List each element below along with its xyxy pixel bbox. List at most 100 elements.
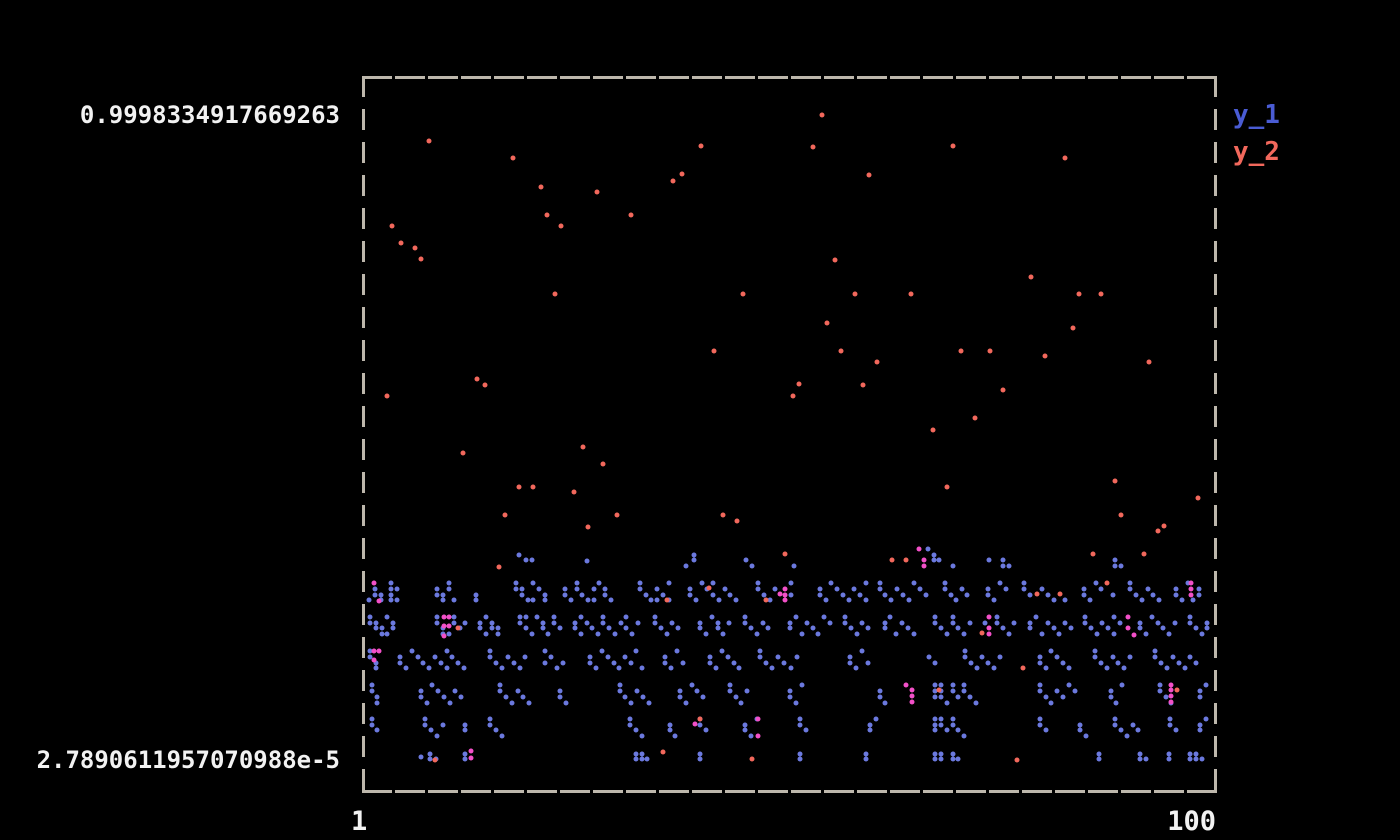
scatter-point-y_1: [611, 660, 617, 666]
scatter-point-y_1: [1000, 557, 1006, 563]
scatter-point-y_1: [715, 620, 721, 626]
scatter-point-y_1: [760, 620, 766, 626]
scatter-point-y_1: [755, 580, 761, 586]
scatter-point-y_1: [788, 665, 794, 671]
scatter-point-y_1: [452, 688, 458, 694]
scatter-point-y_2: [987, 348, 993, 354]
scatter-point-y_1: [709, 614, 715, 620]
scatter-point-y_2: [502, 512, 508, 518]
scatter-point-y_1: [633, 756, 639, 762]
scatter-point-y_1: [675, 625, 681, 631]
scatter-point-y_1: [815, 631, 821, 637]
scatter-point-y_1: [775, 654, 781, 660]
scatter-point-y_1: [441, 694, 447, 700]
scatter-point-y_1: [689, 682, 694, 688]
scatter-point-y_1: [440, 592, 446, 598]
scatter-point-y_1: [1182, 665, 1188, 671]
scatter-point-y_1: [499, 733, 505, 739]
scatter-point-y_1: [602, 586, 608, 592]
scatter-point-y_1: [652, 620, 658, 626]
scatter-point-y_1: [923, 592, 929, 598]
scatter-point-y_1: [887, 614, 893, 620]
scatter-point-y_2: [544, 212, 550, 218]
scatter-point-y_1: [1054, 688, 1060, 694]
y-axis-min-label: 2.7890611957070988e-5: [36, 746, 340, 774]
scatter-point-y_2: [972, 415, 978, 421]
scatter-point-y_1: [628, 660, 634, 666]
scatter-point-y_1: [821, 614, 827, 620]
scatter-point-y_1: [664, 631, 670, 637]
scatter-point-y_1: [742, 722, 748, 728]
scatter-point-y_1: [447, 700, 453, 706]
scatter-point-y_1: [540, 625, 546, 631]
scatter-point-y_1: [1113, 700, 1119, 706]
scatter-point-y_1: [1088, 625, 1094, 631]
scatter-point-y_1: [1082, 614, 1088, 620]
scatter-point-y_1: [489, 625, 495, 631]
scatter-point-y_1: [1037, 660, 1043, 666]
scatter-point-y_1: [434, 586, 440, 592]
scatter-point-y_1: [605, 654, 611, 660]
scatter-point-y_1: [859, 648, 865, 654]
scatter-point-y_1: [1027, 592, 1033, 598]
scatter-point-y_1: [444, 665, 450, 671]
scatter-point-y_2: [384, 393, 390, 399]
scatter-point-y_1: [1081, 586, 1087, 592]
scatter-point-y_1: [1037, 682, 1043, 688]
scatter-point-y_1: [769, 665, 775, 671]
scatter-point-y_1: [950, 620, 956, 626]
scatter-point-y_1: [1199, 756, 1205, 762]
scatter-point-y_1: [932, 716, 938, 722]
scatter-point-y_1: [950, 722, 956, 728]
scatter-point-y_1: [1143, 756, 1149, 762]
scatter-point-y_1: [420, 660, 426, 666]
scatter-point-y_1: [542, 597, 548, 603]
scatter-point-y_1: [633, 751, 639, 757]
scatter-point-y_1: [529, 631, 535, 637]
scatter-point-y_1: [882, 620, 888, 626]
scatter-point-y_1: [1167, 722, 1173, 728]
scatter-point-y_1: [487, 654, 493, 660]
scatter-point-y_1: [495, 625, 501, 631]
scatter-point-y_1: [367, 614, 373, 620]
scatter-point-y_1: [542, 648, 548, 654]
scatter-point-y_1: [372, 586, 378, 592]
scatter-point-y_1: [959, 586, 965, 592]
scatter-point-y_1: [1108, 688, 1113, 694]
scatter-point-y_1: [628, 700, 634, 706]
scatter-point-y_1: [942, 580, 948, 586]
scatter-point-y_1: [765, 625, 771, 631]
scatter-point-y_1: [522, 654, 528, 660]
scatter-point-y_1: [1118, 727, 1124, 733]
scatter-point-y_2: [763, 597, 769, 603]
scatter-point-y_1: [810, 625, 816, 631]
scatter-point-y_1: [477, 620, 483, 626]
scatter-point-y_2: [824, 320, 830, 326]
scatter-point-y_1_y_2_overlap: [777, 591, 783, 597]
scatter-point-y_1: [1112, 557, 1118, 563]
scatter-point-y_1: [772, 586, 778, 592]
scatter-point-y_1: [432, 654, 438, 660]
scatter-point-y_2: [398, 240, 404, 246]
scatter-point-y_1: [473, 597, 479, 603]
scatter-point-y_1: [932, 688, 938, 694]
scatter-point-y_1: [863, 597, 869, 603]
scatter-point-y_1: [938, 682, 944, 688]
scatter-point-y_1: [754, 631, 760, 637]
scatter-point-y_1: [680, 660, 686, 666]
scatter-point-y_1: [715, 625, 721, 631]
scatter-point-y_1: [955, 727, 961, 733]
scatter-point-y_2: [740, 291, 746, 297]
scatter-point-y_1: [932, 614, 938, 620]
scatter-point-y_1: [587, 660, 593, 666]
scatter-point-y_1: [955, 694, 961, 700]
scatter-point-y_1: [388, 580, 394, 586]
scatter-point-y_1: [622, 694, 628, 700]
scatter-point-y_1: [1027, 620, 1033, 626]
scatter-point-y_2: [432, 757, 438, 763]
scatter-point-y_2: [1195, 495, 1201, 501]
scatter-point-y_1: [562, 592, 568, 598]
scatter-point-y_1: [1135, 727, 1141, 733]
scatter-point-y_1: [877, 580, 883, 586]
scatter-point-y_1: [757, 648, 763, 654]
